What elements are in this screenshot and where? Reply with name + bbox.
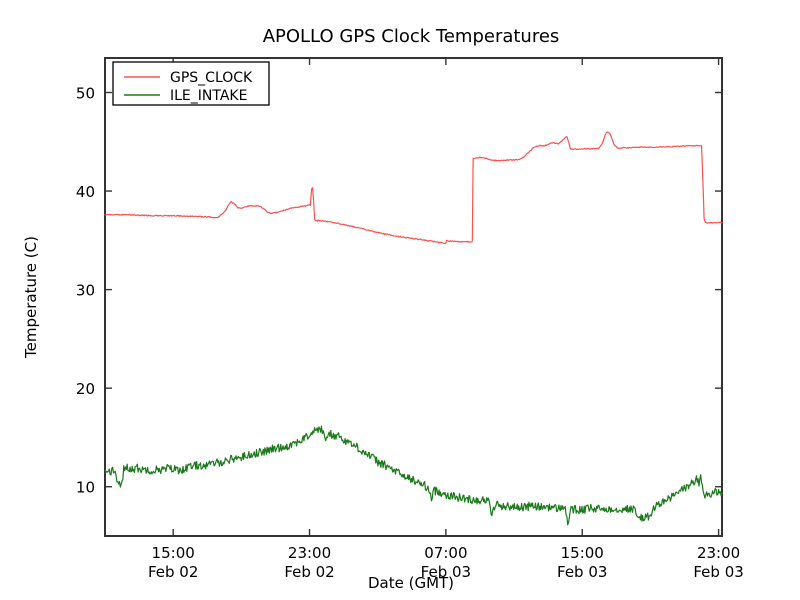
x-tick-label-date: Feb 03: [693, 563, 743, 581]
legend-box: [112, 61, 270, 106]
legend-label-gps-clock: GPS_CLOCK: [170, 70, 253, 86]
x-tick-label-date: Feb 02: [148, 563, 198, 581]
x-axis-title: Date (GMT): [368, 574, 454, 592]
series-line-ile-intake: [104, 425, 723, 526]
x-tick-label-time: 15:00: [561, 544, 604, 562]
x-tick-label-time: 15:00: [152, 544, 195, 562]
chart-title: APOLLO GPS Clock Temperatures: [263, 26, 560, 47]
x-tick-label-time: 07:00: [424, 544, 467, 562]
x-tick-label-time: 23:00: [697, 544, 740, 562]
x-tick-label-date: Feb 03: [557, 563, 607, 581]
data-series-group: [104, 131, 723, 526]
y-axis-title: Temperature (C): [22, 236, 40, 359]
y-tick-label: 40: [76, 183, 95, 201]
series-line-gps-clock: [104, 131, 723, 245]
plot-area-frame: [104, 57, 723, 537]
x-tick-label-time: 23:00: [288, 544, 331, 562]
y-axis-ticks: 10 20 30 40 50: [76, 84, 722, 497]
y-tick-label: 50: [76, 84, 95, 102]
legend-label-ile-intake: ILE_INTAKE: [170, 88, 247, 104]
legend: GPS_CLOCK ILE_INTAKE: [112, 61, 270, 106]
y-tick-label: 10: [76, 479, 95, 497]
x-tick-label-date: Feb 02: [284, 563, 334, 581]
x-tick-label-date: Feb 03: [421, 563, 471, 581]
y-tick-label: 20: [76, 380, 95, 398]
y-tick-label: 30: [76, 282, 95, 300]
